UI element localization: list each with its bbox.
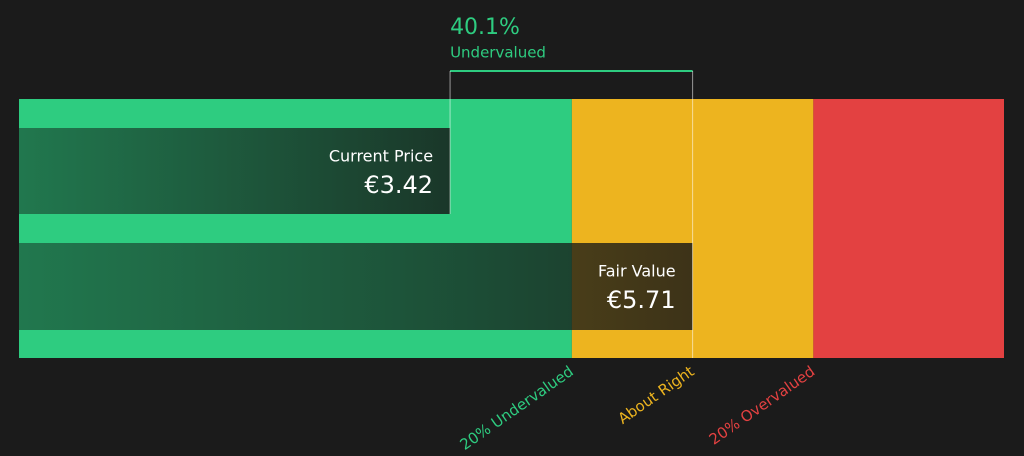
zone-label: 20% Undervalued <box>457 362 577 454</box>
bar-name: Fair Value <box>598 262 676 281</box>
difference-value: 40.1% <box>450 15 520 40</box>
difference-text: Undervalued <box>450 44 546 62</box>
zone <box>813 99 1004 358</box>
bar-value: €3.42 <box>364 171 433 199</box>
bar-value: €5.71 <box>607 286 676 314</box>
bar-name: Current Price <box>329 147 433 166</box>
value-bar <box>19 243 693 330</box>
zone-label: 20% Overvalued <box>706 362 818 448</box>
value-bar <box>19 128 451 214</box>
zone-label: About Right <box>615 362 698 428</box>
